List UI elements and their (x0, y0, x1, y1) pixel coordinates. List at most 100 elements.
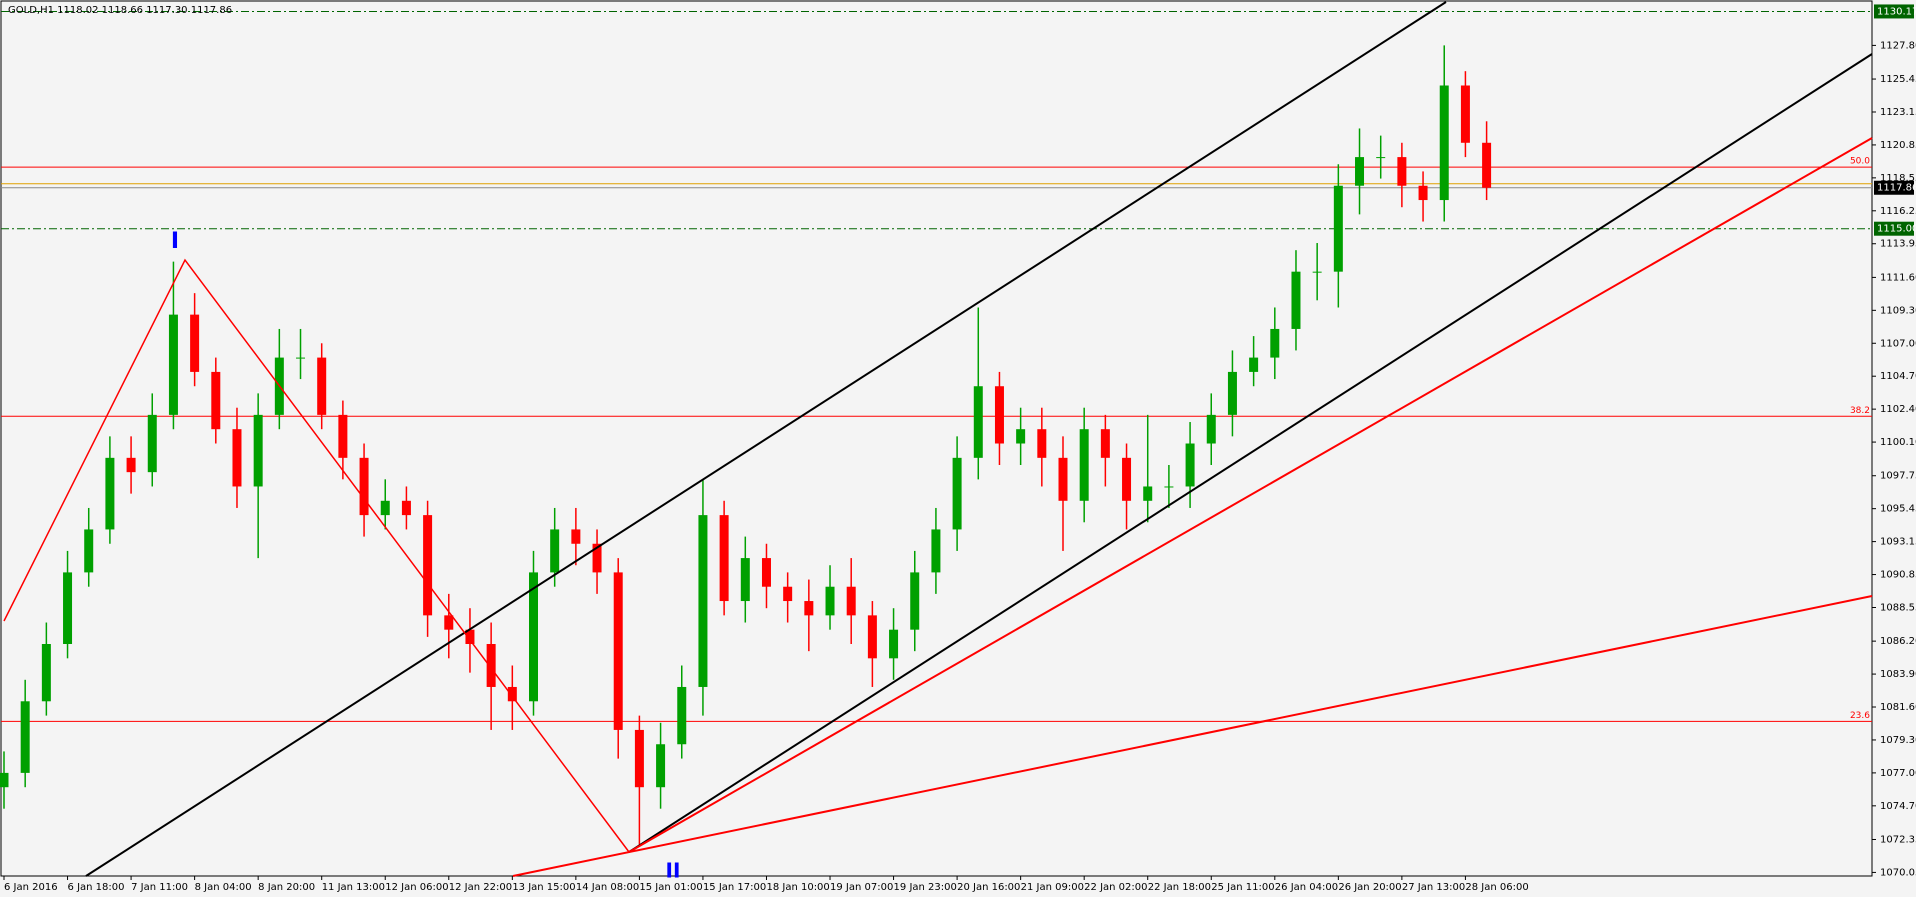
x-tick-label: 19 Jan 07:00 (830, 882, 893, 893)
y-tick-label: 1120.85 (1880, 140, 1916, 151)
zigzag (3, 258, 630, 853)
candle-body (1227, 371, 1237, 415)
candle-body (1355, 157, 1365, 186)
x-tick-label: 26 Jan 20:00 (1338, 882, 1401, 893)
y-tick-label: 1127.80 (1880, 40, 1916, 51)
candle-body (973, 386, 983, 458)
candle-body (867, 615, 877, 659)
candle-body (846, 586, 856, 616)
candle-body (910, 572, 920, 630)
y-tick-label: 1113.95 (1880, 239, 1916, 250)
x-tick-label: 13 Jan 15:00 (512, 882, 575, 893)
trend-line (628, 137, 1873, 853)
candles (0, 10, 1872, 845)
y-tick-label: 1093.15 (1880, 537, 1916, 548)
candle-body (719, 515, 729, 602)
candle-body (634, 729, 644, 788)
x-tick-label: 22 Jan 02:00 (1084, 882, 1147, 893)
candle-body (359, 457, 369, 516)
candle-body (401, 500, 411, 516)
candle-body (147, 414, 157, 473)
candle-body (783, 586, 793, 602)
y-tick-label: 1072.35 (1880, 834, 1916, 845)
candle-body (1460, 85, 1470, 143)
candle-body (1164, 486, 1174, 488)
candle-body (507, 686, 517, 702)
x-tick-label: 15 Jan 01:00 (639, 882, 702, 893)
y-tick-label: 1111.60 (1880, 272, 1916, 283)
candle-body (825, 586, 835, 616)
candle-body (20, 701, 30, 773)
candle-body (380, 500, 390, 516)
candle-body (613, 572, 623, 730)
candle-body (1037, 429, 1047, 458)
candle-body (423, 515, 433, 616)
candle-body (1016, 429, 1026, 444)
candle-body (1079, 429, 1089, 501)
candle-body (41, 644, 51, 702)
y-tick-label: 1100.10 (1880, 437, 1916, 448)
plot-frame (0, 0, 1873, 877)
y-tick-label: 1102.40 (1880, 404, 1916, 415)
candle-body (465, 629, 475, 645)
x-tick-label: 6 Jan 2016 (4, 882, 58, 893)
candle-body (1185, 443, 1195, 487)
candle-body (63, 572, 73, 645)
x-tick-label: 25 Jan 11:00 (1211, 882, 1274, 893)
candle-body (571, 529, 581, 544)
candle-body (105, 457, 115, 530)
header: GOLD,H1 1118.02 1118.66 1117.30 1117.86 (8, 5, 232, 16)
x-tick-label: 15 Jan 17:00 (703, 882, 766, 893)
bid-box (1874, 180, 1914, 195)
y-tick-label: 1109.30 (1880, 305, 1916, 316)
x-tick-label: 8 Jan 04:00 (195, 882, 252, 893)
candle-body (1333, 185, 1343, 272)
x-tick-label: 19 Jan 23:00 (894, 882, 957, 893)
candle-body (1482, 142, 1492, 188)
y-tick-label: 1123.15 (1880, 107, 1916, 118)
y-tick-label: 1125.45 (1880, 74, 1916, 85)
candle-body (656, 744, 666, 788)
x-tick-label: 18 Jan 10:00 (766, 882, 829, 893)
candle-body (338, 414, 348, 458)
price-line-label: 1130.17 (1877, 6, 1916, 17)
x-tick-label: 14 Jan 08:00 (576, 882, 639, 893)
wave-label: I (171, 229, 179, 254)
wave-label: II (666, 859, 681, 883)
candle-body (232, 429, 242, 487)
candle-body (1206, 414, 1216, 444)
bid-label: 1117.86 (1877, 183, 1916, 194)
candle-body (529, 572, 538, 702)
candle-body (168, 314, 178, 415)
price-line-box (1874, 221, 1914, 236)
y-tick-label: 1107.00 (1880, 338, 1916, 349)
y-tick-label: 1104.70 (1880, 371, 1916, 382)
candle-body (126, 457, 136, 473)
candle-body (889, 629, 899, 659)
y-tick-label: 1077.00 (1880, 768, 1916, 779)
candle-body (84, 529, 94, 573)
y-tick-label: 1118.55 (1880, 173, 1916, 184)
x-tick-label: 11 Jan 13:00 (322, 882, 385, 893)
x-tick-label: 20 Jan 16:00 (957, 882, 1020, 893)
fib-label: 50.0 (1850, 157, 1870, 167)
price-line-label: 1115.00 (1877, 224, 1916, 235)
candle-body (952, 457, 962, 530)
y-tick-label: 1081.60 (1880, 702, 1916, 713)
x-tick-label: 22 Jan 18:00 (1148, 882, 1211, 893)
y-tick-label: 1090.85 (1880, 570, 1916, 581)
y-tick-label: 1095.45 (1880, 504, 1916, 515)
candle-body (1376, 157, 1386, 159)
candle-body (550, 529, 560, 573)
channel-line (85, 1, 1447, 877)
y-tick-label: 1079.30 (1880, 735, 1916, 746)
candle-body (253, 414, 263, 487)
x-tick-label: 12 Jan 22:00 (449, 882, 512, 893)
candle-body (698, 515, 708, 687)
channel-line (628, 53, 1873, 853)
candle-body (1439, 85, 1449, 201)
candle-body (444, 615, 454, 630)
candle-body (804, 601, 814, 616)
candle-body (931, 529, 941, 573)
